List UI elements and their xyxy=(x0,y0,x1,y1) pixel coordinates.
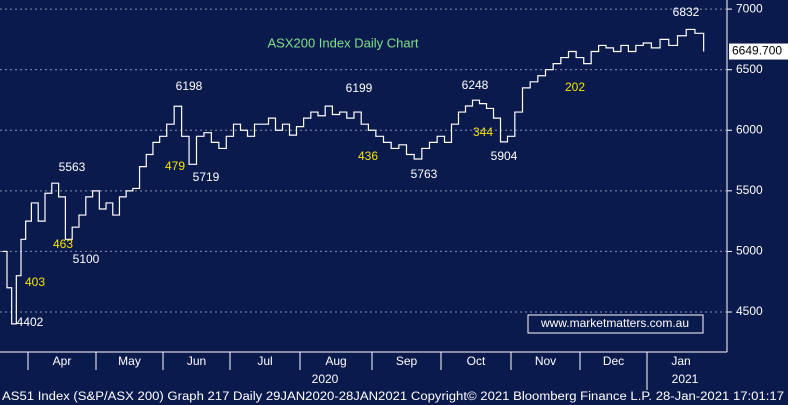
move-label: 344 xyxy=(473,125,493,139)
move-label: 463 xyxy=(53,237,73,251)
price-label: 6199 xyxy=(346,81,373,95)
x-tick-label: Aug xyxy=(325,354,346,368)
footer: AS51 Index (S&P/ASX 200) Graph 217 Daily… xyxy=(2,391,784,403)
x-tick-label: Oct xyxy=(467,354,486,368)
y-tick-label: 5000 xyxy=(736,244,763,258)
year-label: 2021 xyxy=(672,372,699,386)
year-label: 2020 xyxy=(312,372,339,386)
price-label: 5100 xyxy=(73,252,100,266)
price-label: 6198 xyxy=(176,79,203,93)
source: www.marketmatters.com.au xyxy=(540,316,689,330)
y-tick-label: 5500 xyxy=(736,183,763,197)
x-tick-label: Apr xyxy=(53,354,72,368)
move-label: 403 xyxy=(25,275,45,289)
last-price-label: 6649.700 xyxy=(732,44,782,58)
y-tick-label: 6500 xyxy=(736,62,763,76)
price-label: 5563 xyxy=(59,160,86,174)
move-label: 479 xyxy=(165,159,185,173)
price-line xyxy=(2,28,705,325)
x-tick-label: Jan xyxy=(671,354,690,368)
move-label: 202 xyxy=(565,80,585,94)
chart-title: ASX200 Index Daily Chart xyxy=(267,35,418,50)
price-label: 5763 xyxy=(411,167,438,181)
x-tick-label: Dec xyxy=(603,354,624,368)
footer-bg xyxy=(0,390,788,405)
price-label: 5904 xyxy=(491,149,518,163)
x-tick-label: Nov xyxy=(535,354,556,368)
y-tick-label: 4500 xyxy=(736,304,763,318)
x-tick-label: Jul xyxy=(257,354,272,368)
move-label: 436 xyxy=(358,149,378,163)
x-tick-label: Sep xyxy=(396,354,418,368)
price-label: 4402 xyxy=(17,315,44,329)
price-label: 6832 xyxy=(673,5,700,19)
last-price-box xyxy=(729,43,788,60)
source-box xyxy=(527,314,704,334)
x-tick-label: Jun xyxy=(187,354,206,368)
y-tick-label: 6000 xyxy=(736,122,763,136)
price-label: 6248 xyxy=(462,78,489,92)
price-label: 5719 xyxy=(193,170,220,184)
x-tick-label: May xyxy=(118,354,141,368)
y-tick-label: 7000 xyxy=(736,1,763,15)
